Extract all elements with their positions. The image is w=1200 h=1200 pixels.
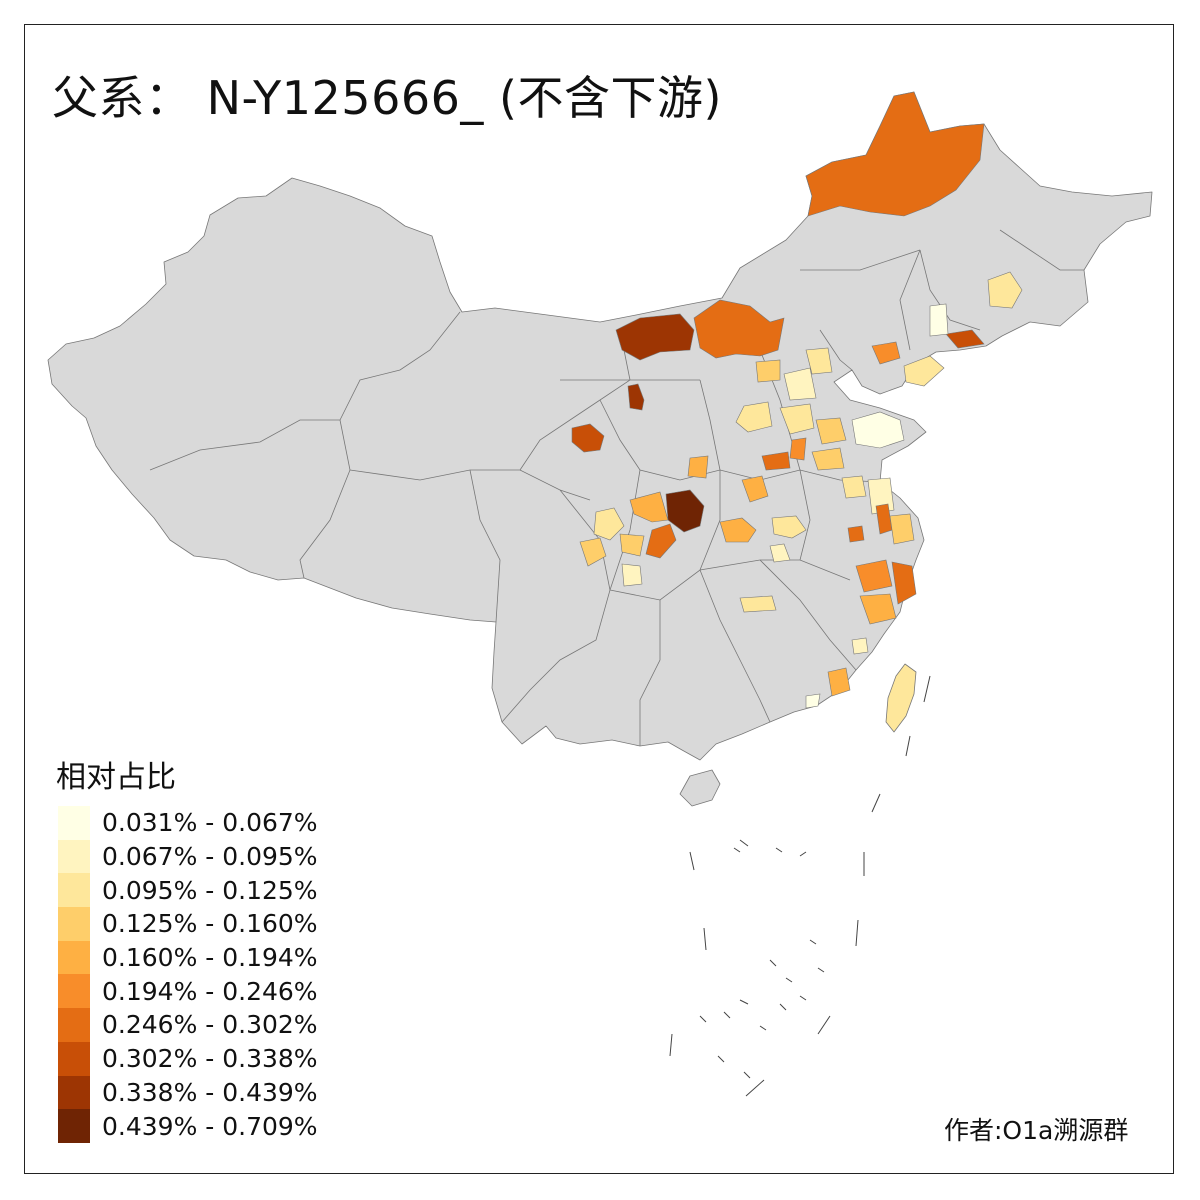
taiwan [885, 663, 917, 733]
mainland-china [47, 91, 1153, 761]
legend-label: 0.246% - 0.302% [102, 1010, 318, 1040]
legend-label: 0.302% - 0.338% [102, 1044, 318, 1074]
region-liaoning-c [929, 303, 949, 337]
legend: 0.031% - 0.067% 0.067% - 0.095% 0.095% -… [58, 806, 318, 1143]
region-shanxi-c [755, 359, 781, 383]
legend-swatch [58, 1041, 90, 1076]
legend-title: 相对占比 [56, 760, 176, 795]
region-shaanxi-south [629, 491, 669, 523]
hainan [679, 769, 721, 807]
page-title: 父系： N-Y125666_ (不含下游) [52, 71, 722, 125]
region-sichuan-a [593, 507, 625, 541]
legend-label: 0.125% - 0.160% [102, 909, 318, 939]
legend-label: 0.095% - 0.125% [102, 875, 318, 905]
region-hubei-a [719, 517, 757, 543]
region-jilin [987, 271, 1023, 309]
region-ningxia-north [627, 383, 645, 411]
region-shanxi-b [779, 403, 815, 435]
region-hebei-a [783, 367, 817, 401]
region-hohhot-baotou [693, 299, 785, 359]
legend-swatch [58, 839, 90, 874]
region-hunan [739, 595, 777, 613]
legend-item: 0.439% - 0.709% [58, 1109, 318, 1143]
region-shanxi-a [735, 401, 773, 433]
base-land [47, 91, 1153, 807]
region-gansu-lanzhou [571, 423, 605, 453]
region-jiangsu-c [889, 513, 915, 545]
region-liaoning-b [945, 329, 985, 349]
legend-label: 0.067% - 0.095% [102, 842, 318, 872]
region-sichuan-d [621, 563, 643, 587]
region-anhui-b [847, 525, 865, 543]
legend-swatch [58, 806, 90, 840]
region-dazhou [645, 523, 677, 559]
region-hulunbuir [805, 91, 985, 217]
region-zhejiang-a [855, 559, 893, 593]
legend-swatch [58, 907, 90, 941]
legend-label: 0.194% - 0.246% [102, 976, 318, 1006]
region-sichuan-c [619, 533, 645, 557]
region-hebei-b [805, 347, 833, 375]
legend-item: 0.338% - 0.439% [58, 1075, 318, 1110]
legend-swatch [58, 1075, 90, 1110]
region-anhui-a [841, 475, 867, 499]
legend-label: 0.160% - 0.194% [102, 943, 318, 973]
legend-item: 0.246% - 0.302% [58, 1008, 318, 1042]
region-ordos-west [615, 313, 695, 361]
region-fujian-a [851, 637, 869, 655]
legend-item: 0.095% - 0.125% [58, 873, 318, 908]
choropleth-regions [571, 91, 1023, 709]
legend-item: 0.194% - 0.246% [58, 974, 318, 1009]
legend-item: 0.067% - 0.095% [58, 839, 318, 874]
region-sichuan-b [579, 537, 607, 567]
region-henan-b [761, 451, 791, 471]
author-credit: 作者:O1a溯源群 [944, 1116, 1129, 1145]
region-tianjin-coast [871, 341, 901, 365]
region-henan-a [741, 475, 769, 503]
region-zhejiang-b [891, 561, 917, 605]
legend-swatch [58, 873, 90, 908]
region-liaoning-a [903, 355, 945, 387]
legend-label: 0.338% - 0.439% [102, 1077, 318, 1107]
region-hubei-c [769, 543, 791, 563]
region-hebei-d [789, 437, 807, 461]
region-henan-c [687, 455, 709, 479]
region-shandong-b [811, 447, 845, 471]
legend-swatch [58, 940, 90, 975]
region-shandong-a [851, 411, 905, 449]
legend-swatch [58, 974, 90, 1009]
region-fujian-b [827, 667, 851, 697]
legend-label: 0.439% - 0.709% [102, 1111, 318, 1141]
legend-item: 0.302% - 0.338% [58, 1041, 318, 1076]
legend-label: 0.031% - 0.067% [102, 808, 318, 838]
region-hebei-c [815, 417, 847, 445]
region-zhejiang-c [859, 593, 897, 625]
legend-swatch [58, 1008, 90, 1042]
map-frame [24, 24, 1174, 1174]
region-guangdong [805, 693, 821, 709]
south-china-sea-islands [669, 675, 931, 1097]
legend-item: 0.125% - 0.160% [58, 907, 318, 941]
legend-swatch [58, 1109, 90, 1143]
legend-item: 0.031% - 0.067% [58, 806, 318, 840]
legend-item: 0.160% - 0.194% [58, 940, 318, 975]
region-hubei-b [771, 515, 807, 539]
